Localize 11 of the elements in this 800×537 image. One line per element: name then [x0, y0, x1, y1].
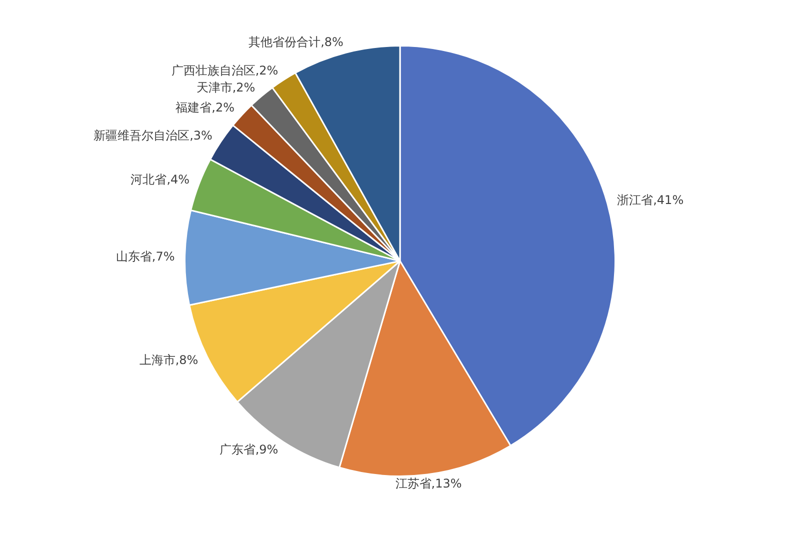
- slice-label: 新疆维吾尔自治区,3%: [94, 128, 212, 142]
- slice-label: 浙江省,41%: [617, 193, 684, 208]
- slice-label: 广西壮族自治区,2%: [171, 64, 278, 78]
- slice-label: 上海市,8%: [139, 353, 198, 368]
- slice-label: 河北省,4%: [130, 172, 190, 187]
- slice-label: 江苏省,13%: [395, 476, 462, 491]
- slice-label: 天津市,2%: [196, 80, 256, 95]
- slice-label: 其他省份合计,8%: [248, 35, 344, 50]
- slice-label: 广东省,9%: [219, 442, 278, 457]
- slice-label: 山东省,7%: [116, 250, 175, 264]
- slice-label: 福建省,2%: [176, 100, 235, 114]
